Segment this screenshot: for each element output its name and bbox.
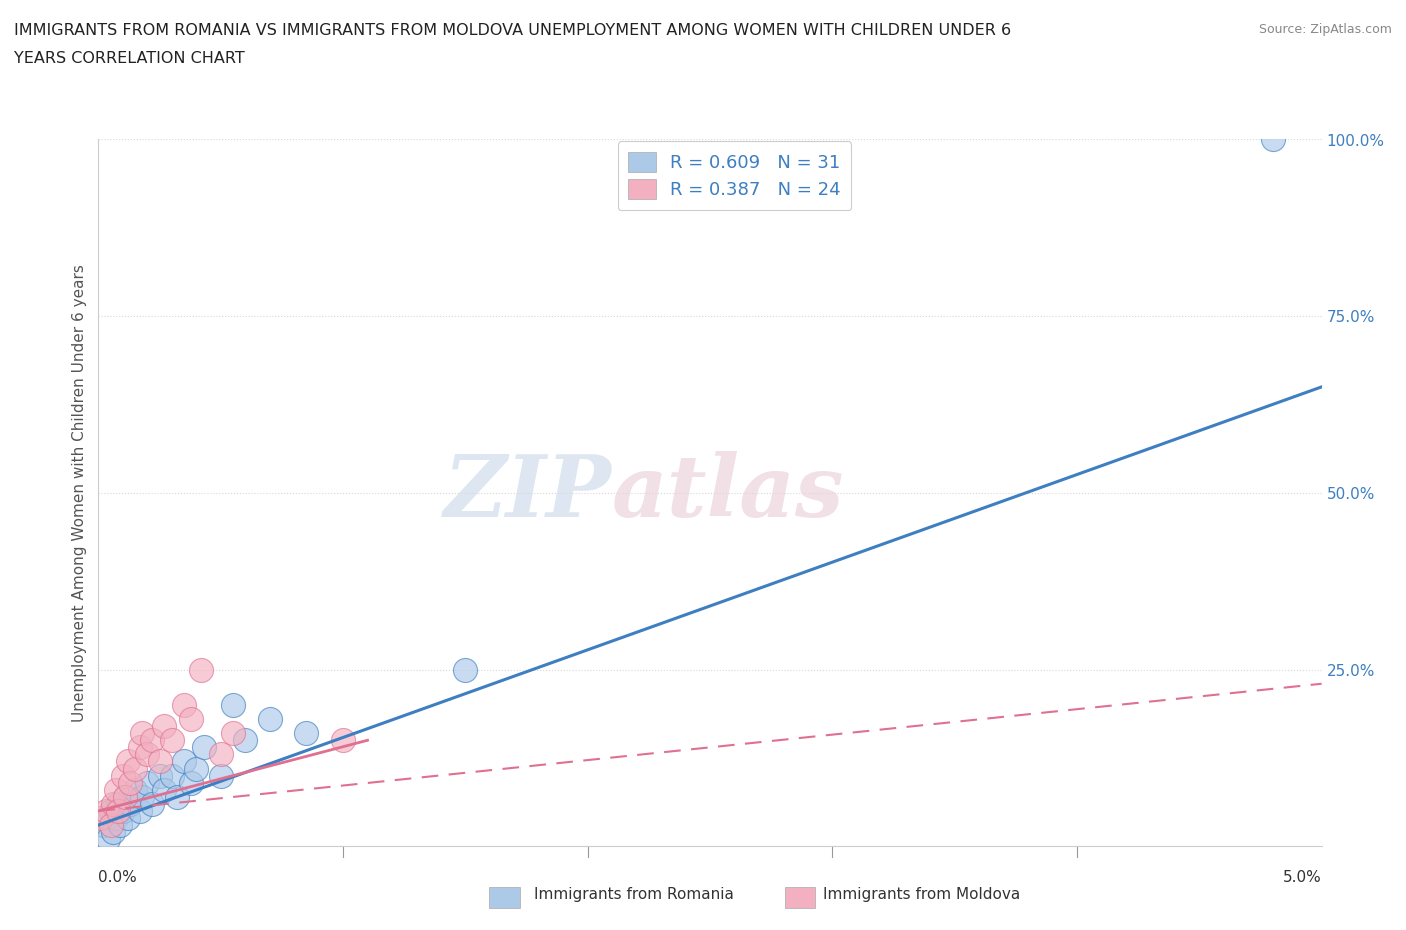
Point bbox=[124, 761, 146, 776]
Text: IMMIGRANTS FROM ROMANIA VS IMMIGRANTS FROM MOLDOVA UNEMPLOYMENT AMONG WOMEN WITH: IMMIGRANTS FROM ROMANIA VS IMMIGRANTS FR… bbox=[14, 23, 1011, 38]
Point bbox=[117, 811, 139, 826]
Point bbox=[180, 776, 202, 790]
Point bbox=[153, 719, 176, 734]
Point bbox=[149, 754, 172, 769]
Point bbox=[129, 740, 152, 755]
Point bbox=[332, 733, 354, 748]
Text: Source: ZipAtlas.com: Source: ZipAtlas.com bbox=[1258, 23, 1392, 36]
Point bbox=[117, 754, 139, 769]
Text: atlas: atlas bbox=[612, 451, 845, 535]
Point bbox=[160, 733, 183, 748]
Point bbox=[111, 804, 134, 818]
Point bbox=[104, 811, 127, 826]
Point bbox=[454, 662, 477, 677]
Point bbox=[100, 804, 122, 818]
Point bbox=[173, 754, 195, 769]
Text: 5.0%: 5.0% bbox=[1282, 870, 1322, 884]
Point bbox=[131, 725, 153, 740]
Point bbox=[186, 761, 208, 776]
Point bbox=[111, 768, 134, 783]
Point bbox=[120, 776, 142, 790]
Point bbox=[110, 817, 132, 832]
Text: Immigrants from Romania: Immigrants from Romania bbox=[534, 887, 734, 902]
Point bbox=[131, 790, 153, 804]
Point bbox=[209, 747, 232, 762]
Point bbox=[190, 662, 212, 677]
Point bbox=[222, 725, 245, 740]
Point bbox=[166, 790, 188, 804]
Point bbox=[94, 804, 117, 818]
Point bbox=[90, 811, 112, 826]
Point bbox=[141, 733, 163, 748]
Point bbox=[120, 796, 142, 811]
Text: YEARS CORRELATION CHART: YEARS CORRELATION CHART bbox=[14, 51, 245, 66]
Text: Immigrants from Moldova: Immigrants from Moldova bbox=[823, 887, 1019, 902]
Point bbox=[124, 782, 146, 797]
Point bbox=[141, 796, 163, 811]
Point bbox=[107, 796, 129, 811]
Legend: R = 0.609   N = 31, R = 0.387   N = 24: R = 0.609 N = 31, R = 0.387 N = 24 bbox=[617, 141, 852, 210]
Point bbox=[114, 790, 136, 804]
Point bbox=[91, 817, 114, 832]
Point bbox=[180, 711, 202, 726]
Point bbox=[129, 804, 152, 818]
Point bbox=[136, 776, 159, 790]
Point bbox=[153, 782, 176, 797]
Point bbox=[233, 733, 256, 748]
Point bbox=[114, 790, 136, 804]
Point bbox=[104, 782, 127, 797]
Point bbox=[1261, 132, 1284, 147]
Point bbox=[101, 825, 124, 840]
Point bbox=[149, 768, 172, 783]
Point bbox=[100, 817, 122, 832]
Point bbox=[295, 725, 318, 740]
Point bbox=[209, 768, 232, 783]
Point bbox=[107, 804, 129, 818]
Point bbox=[160, 768, 183, 783]
Point bbox=[193, 740, 215, 755]
Point bbox=[101, 796, 124, 811]
Text: 0.0%: 0.0% bbox=[98, 870, 138, 884]
Y-axis label: Unemployment Among Women with Children Under 6 years: Unemployment Among Women with Children U… bbox=[72, 264, 87, 722]
Point bbox=[173, 698, 195, 712]
Point bbox=[259, 711, 281, 726]
Point bbox=[222, 698, 245, 712]
Point bbox=[136, 747, 159, 762]
Text: ZIP: ZIP bbox=[444, 451, 612, 535]
Point bbox=[97, 831, 120, 846]
